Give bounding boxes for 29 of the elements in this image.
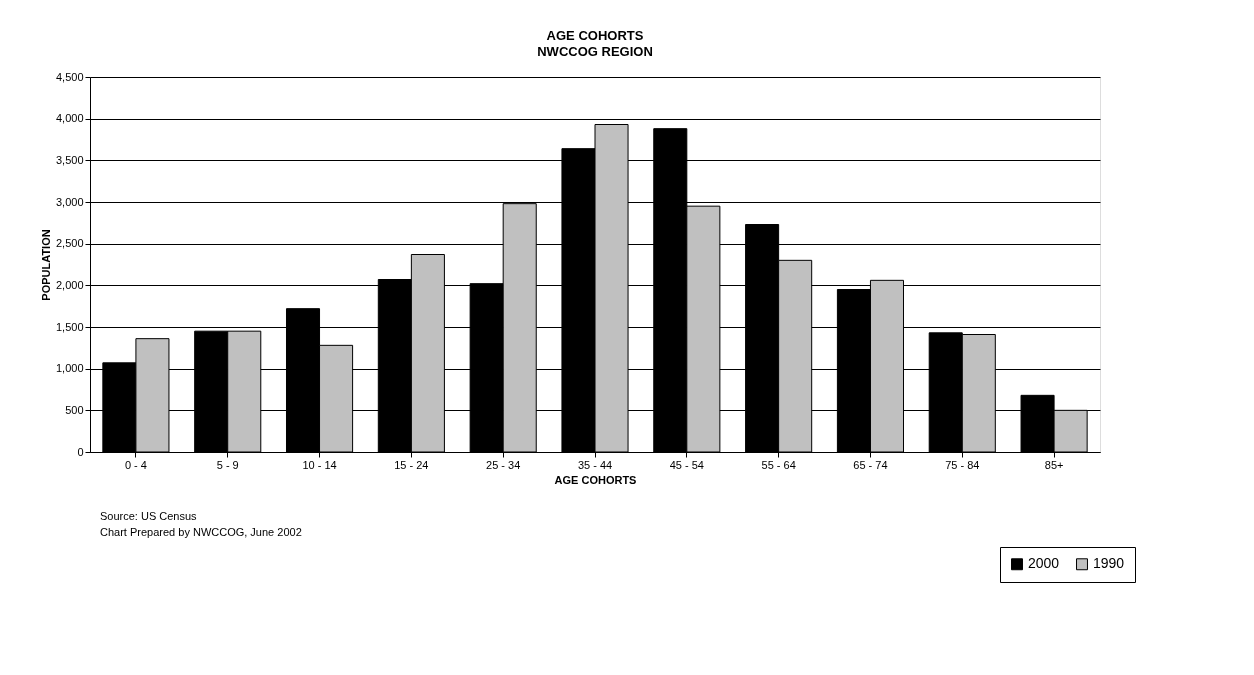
y-tick-label: 2,500 (55, 237, 84, 250)
y-axis-title: POPULATION (39, 229, 52, 301)
y-tick-label: 500 (65, 403, 84, 416)
y-tick-label: 1,500 (55, 320, 84, 333)
x-tick-label: 55 - 64 (761, 458, 796, 471)
chart-subtitle: NWCCOG REGION (537, 44, 653, 59)
y-tick-label: 1,000 (55, 362, 84, 375)
x-tick-label: 0 - 4 (124, 458, 147, 471)
legend-label: 1990 (1093, 555, 1125, 572)
y-tick-label: 2,000 (55, 278, 84, 291)
text: Chart Prepared by NWCCOG, June 2002 (100, 526, 302, 538)
x-tick-label: 35 - 44 (577, 458, 613, 471)
x-axis-title: AGE COHORTS (554, 473, 637, 486)
y-tick-label: 0 (77, 445, 84, 458)
legend-label: 2000 (1028, 555, 1060, 572)
x-tick-label: 15 - 24 (394, 458, 429, 471)
x-tick-label: 5 - 9 (216, 458, 239, 471)
x-tick-label: 25 - 34 (486, 458, 521, 471)
source-note: Source: US Census (100, 510, 198, 522)
chart-title: AGE COHORTS (546, 28, 644, 43)
x-tick-label: 45 - 54 (669, 458, 704, 471)
x-tick-label: 85+ (1044, 458, 1064, 471)
y-tick-label: 4,000 (55, 112, 84, 125)
x-tick-label: 75 - 84 (945, 458, 980, 471)
x-tick-label: 10 - 14 (302, 458, 337, 471)
x-tick-label: 65 - 74 (853, 458, 888, 471)
y-tick-label: 3,000 (55, 195, 84, 208)
y-tick-label: 4,500 (55, 70, 84, 83)
y-tick-label: 3,500 (55, 153, 84, 166)
